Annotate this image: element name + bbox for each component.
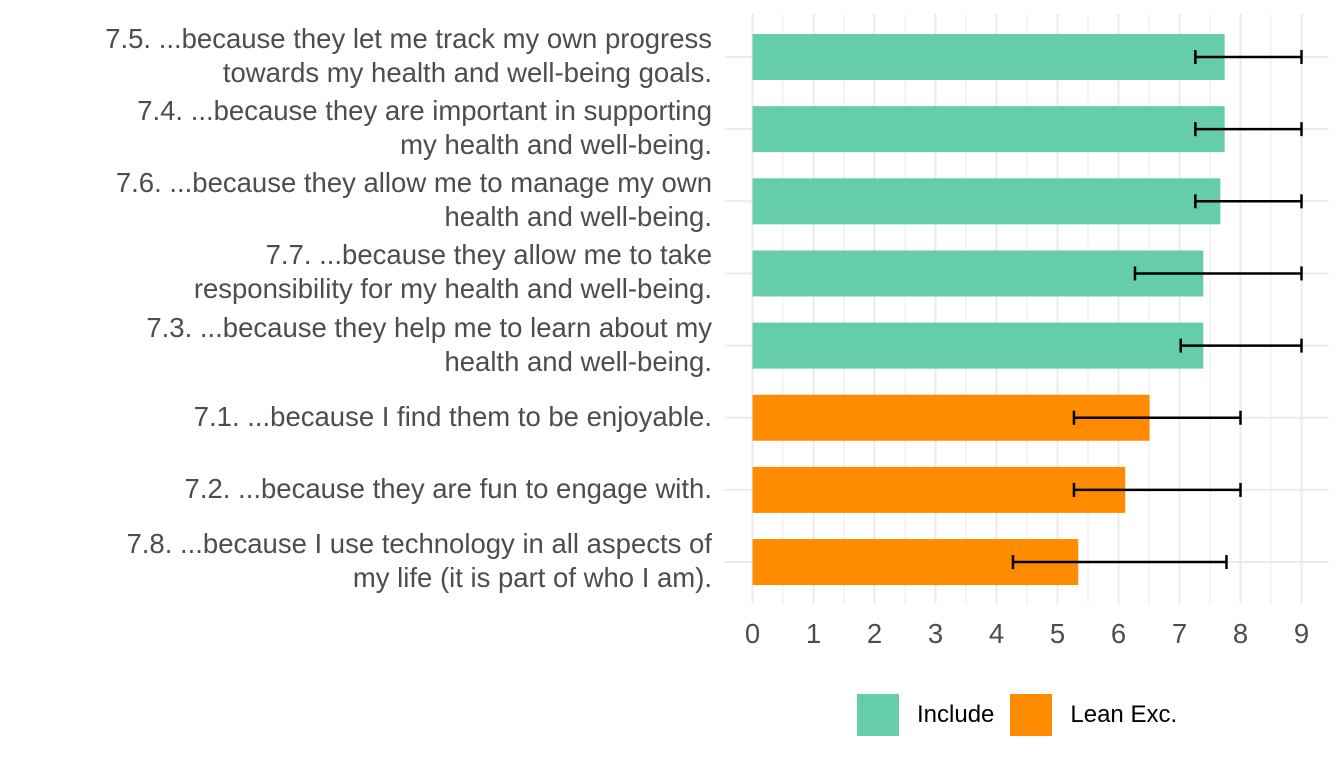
category-label-line: 7.6. ...because they allow me to manage … — [115, 167, 712, 199]
bar — [752, 34, 1225, 80]
category-label-line: 7.8. ...because I use technology in all … — [126, 528, 712, 560]
category-label-line: my life (it is part of who I am). — [352, 562, 712, 594]
category-label-line: 7.2. ...because they are fun to engage w… — [184, 472, 712, 504]
category-label: 7.1. ...because I find them to be enjoya… — [194, 400, 712, 434]
category-label-line: responsibility for my health and well-be… — [193, 273, 712, 305]
category-label-line: my health and well-being. — [400, 129, 712, 161]
x-tick-label: 5 — [1049, 618, 1066, 649]
category-label: 7.6. ...because they allow me to manage … — [116, 166, 712, 234]
x-tick-label: 1 — [805, 618, 822, 649]
category-label-line: 7.4. ...because they are important in su… — [137, 95, 712, 127]
legend-item-lean-exc: Lean Exc. — [1010, 694, 1177, 736]
category-label: 7.8. ...because I use technology in all … — [126, 527, 712, 595]
x-tick-label: 4 — [988, 618, 1005, 649]
x-tick-label: 2 — [866, 618, 883, 649]
x-tick-label: 6 — [1110, 618, 1127, 649]
category-label-line: 7.1. ...because I find them to be enjoya… — [193, 400, 712, 432]
legend: Include Lean Exc. — [857, 694, 1193, 736]
x-tick-label: 8 — [1232, 618, 1249, 649]
category-label-line: 7.7. ...because they allow me to take — [265, 239, 712, 271]
bar — [752, 106, 1225, 153]
category-label: 7.7. ...because they allow me to take res… — [194, 238, 712, 306]
x-tick-label: 0 — [744, 618, 761, 649]
x-tick-label: 3 — [927, 618, 944, 649]
bar — [752, 178, 1221, 225]
category-label-line: health and well-being. — [444, 345, 712, 377]
category-label-line: 7.3. ...because they help me to learn ab… — [146, 311, 712, 343]
bar — [752, 250, 1204, 297]
category-label-line: 7.5. ...because they let me track my own… — [105, 23, 712, 54]
legend-label-include: Include — [917, 701, 995, 728]
category-label: 7.5. ...because they let me track my own… — [105, 22, 712, 90]
x-tick-label: 7 — [1171, 618, 1188, 649]
legend-swatch-include — [857, 694, 899, 736]
category-label: 7.3. ...because they help me to learn ab… — [146, 311, 712, 379]
bar — [752, 322, 1204, 369]
category-label: 7.2. ...because they are fun to engage w… — [185, 472, 712, 506]
legend-label-lean-exc: Lean Exc. — [1070, 701, 1178, 728]
bar — [752, 466, 1126, 513]
category-label-line: health and well-being. — [444, 201, 712, 233]
category-label-line: towards my health and well-being goals. — [222, 57, 712, 88]
category-label: 7.4. ...because they are important in su… — [137, 94, 712, 162]
x-tick-label: 9 — [1293, 618, 1310, 649]
legend-swatch-lean-exc — [1010, 694, 1053, 736]
legend-item-include: Include — [857, 694, 994, 736]
